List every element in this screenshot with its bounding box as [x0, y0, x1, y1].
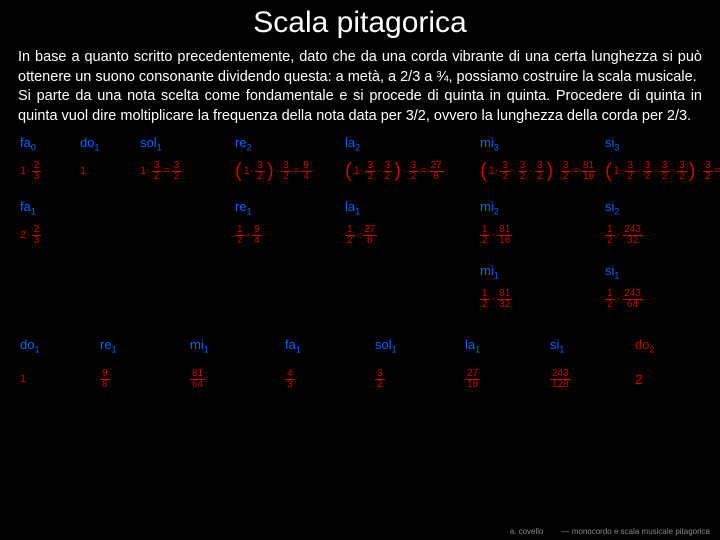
note-do1: do1	[80, 135, 140, 153]
formula-mi2: 12·8116	[480, 225, 605, 246]
final-notes-row: do1 re1 mi1 fa1 sol1 la1 si1 do2	[0, 334, 720, 358]
footer: a. covello — monocordo e scala musicale …	[510, 527, 710, 536]
formulas-row-2: 2·23 12·94 12·278 12·8116 12·24332	[0, 220, 720, 250]
formula-la1: 12·278	[345, 225, 480, 246]
final-do2: do2	[635, 337, 654, 355]
formula-mi3: (1·32·32·32)·32=8116	[480, 160, 605, 183]
note-mi2: mi2	[480, 199, 605, 217]
formulas-row-1: 1·23 1 1·32=32 (1·32)·32=94 (1·32·32)·32…	[0, 156, 720, 186]
final-f-la1: 2716	[465, 369, 550, 390]
description-paragraph: In base a quanto scritto precedentemente…	[0, 40, 720, 130]
formula-fa0: 1·23	[20, 161, 80, 182]
note-si1: si1	[605, 263, 619, 281]
final-f-si1: 243128	[550, 369, 635, 390]
final-mi1: mi1	[190, 337, 285, 355]
formula-la2: (1·32·32)·32=278	[345, 160, 480, 183]
final-do1: do1	[20, 337, 100, 355]
final-f-fa1: 43	[285, 369, 375, 390]
formula-sol1: 1·32=32	[140, 161, 235, 182]
final-la1: la1	[465, 337, 550, 355]
note-si2: si2	[605, 199, 619, 217]
note-si3: si3	[605, 135, 619, 153]
final-f-do2: 2	[635, 371, 643, 387]
formula-re2: (1·32)·32=94	[235, 160, 345, 183]
final-f-mi1: 8164	[190, 369, 285, 390]
final-f-do1: 1	[20, 373, 100, 385]
note-la2: la2	[345, 135, 480, 153]
final-fa1: fa1	[285, 337, 375, 355]
notes-row-1: fa0 do1 sol1 re2 la2 mi3 si3	[0, 132, 720, 156]
formula-si3: (1·32·32·32·32)·32=24332	[605, 160, 720, 183]
note-la1: la1	[345, 199, 480, 217]
formula-re1: 12·94	[235, 225, 345, 246]
formulas-row-3: 12·8132 12·24364	[0, 284, 720, 314]
note-fa1: fa1	[20, 199, 235, 217]
formula-si1: 12·24364	[605, 289, 643, 310]
final-re1: re1	[100, 337, 190, 355]
page-title: Scala pitagorica	[0, 0, 720, 40]
final-f-sol1: 32	[375, 369, 465, 390]
note-mi1: mi1	[480, 263, 605, 281]
notes-row-3: mi1 si1	[0, 260, 720, 284]
note-re1: re1	[235, 199, 345, 217]
note-sol1: sol1	[140, 135, 235, 153]
final-f-re1: 98	[100, 369, 190, 390]
formula-do1: 1	[80, 165, 140, 177]
formula-si2: 12·24332	[605, 225, 643, 246]
notes-row-2: fa1 re1 la1 mi2 si2	[0, 196, 720, 220]
footer-author: a. covello	[510, 527, 544, 536]
final-formulas-row: 1 98 8164 43 32 2716 243128 2	[0, 364, 720, 394]
formula-fa1: 2·23	[20, 225, 235, 246]
footer-title: — monocordo e scala musicale pitagorica	[561, 527, 710, 536]
final-sol1: sol1	[375, 337, 465, 355]
note-fa0: fa0	[20, 135, 80, 153]
note-re2: re2	[235, 135, 345, 153]
note-mi3: mi3	[480, 135, 605, 153]
final-si1-label: si1	[550, 337, 635, 355]
formula-mi1: 12·8132	[480, 289, 605, 310]
